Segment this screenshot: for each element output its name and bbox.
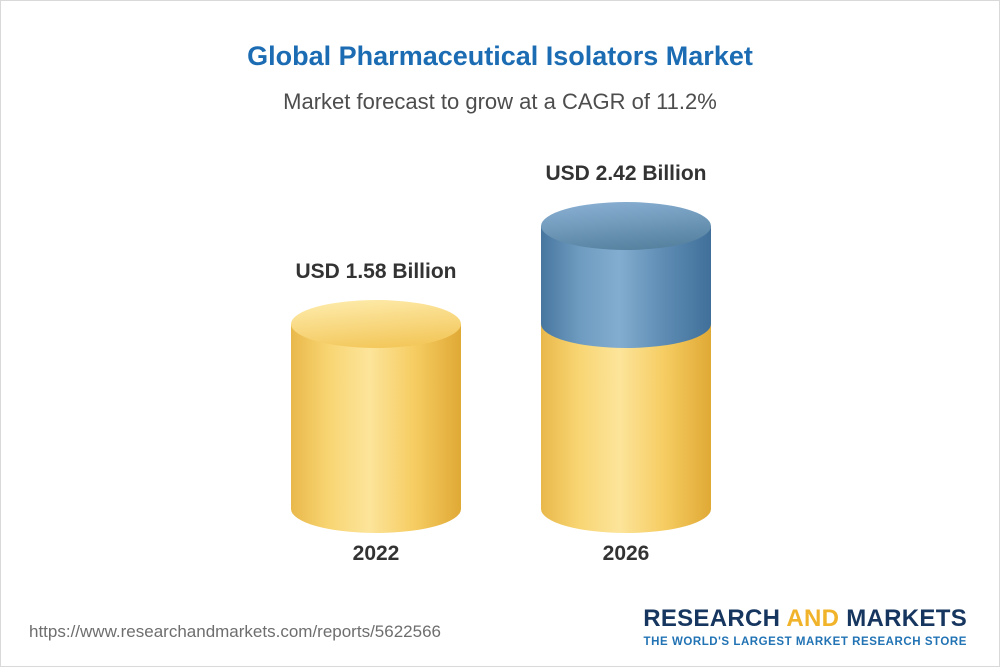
cylinder-top-face [291,300,461,349]
bar-category-label: 2026 [602,542,650,565]
cylinder-2026 [541,201,711,533]
logo-and: AND [786,605,840,632]
bar-value-label: USD 1.58 Billion [295,260,457,284]
cylinder-2022 [291,300,461,533]
chart-area: USD 1.58 Billion 2022 USD 2.42 Billion 2026 [1,126,999,566]
cylinder-segment [541,324,711,533]
bar-2026: USD 2.42 Billion 2026 [541,162,711,566]
research-and-markets-logo: RESEARCH AND MARKETS THE WORLD'S LARGEST… [643,605,967,648]
report-url: https://www.researchandmarkets.com/repor… [29,622,441,641]
page-subtitle: Market forecast to grow at a CAGR of 11.… [283,89,717,114]
cylinder-segment [291,324,461,533]
logo-wordmark: RESEARCH AND MARKETS [643,605,967,633]
bar-value-label: USD 2.42 Billion [545,161,707,185]
logo-markets: MARKETS [846,605,967,632]
page-title: Global Pharmaceutical Isolators Market [247,41,753,71]
logo-research: RESEARCH [643,605,781,632]
cylinder-top-face [541,201,711,250]
logo-tagline: THE WORLD'S LARGEST MARKET RESEARCH STOR… [643,636,967,648]
bar-2022: USD 1.58 Billion 2022 [291,260,461,566]
bar-category-label: 2022 [352,542,400,565]
